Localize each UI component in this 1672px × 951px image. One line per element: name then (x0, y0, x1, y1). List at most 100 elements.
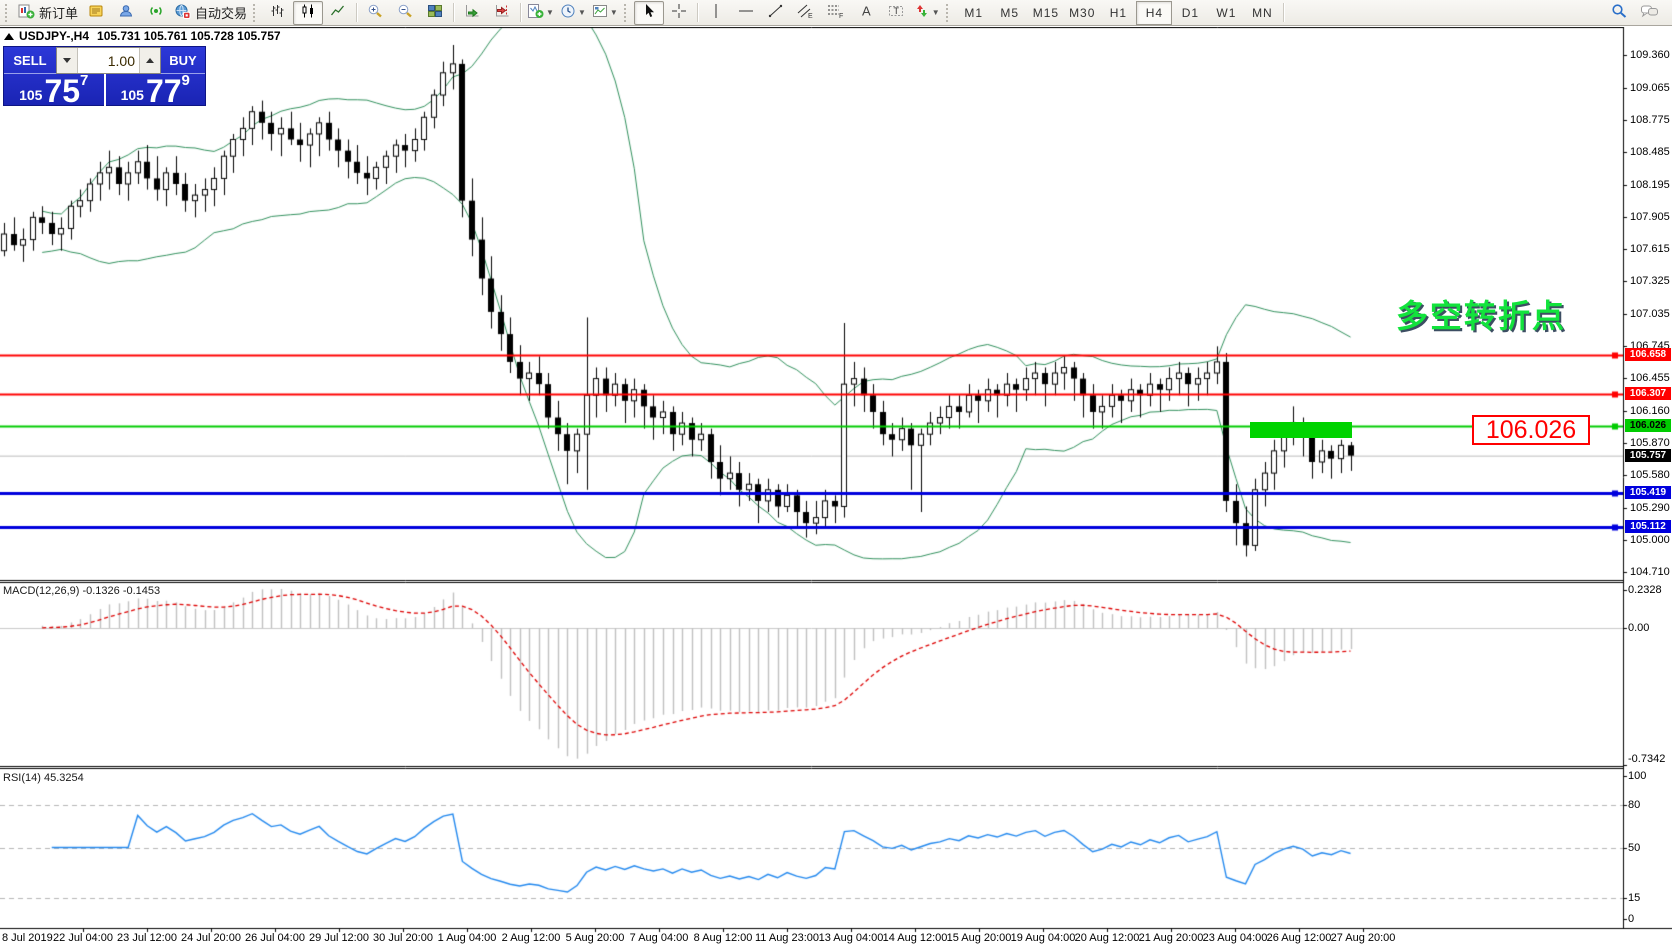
new-order-button[interactable]: 新订单 (15, 1, 81, 25)
date-tick-label: 19 Aug 04:00 (1010, 932, 1076, 944)
cursor-button[interactable] (633, 0, 664, 25)
fibonacci-button[interactable]: F (821, 1, 851, 25)
text-button[interactable]: A (851, 1, 881, 25)
vertical-line-button[interactable] (701, 1, 731, 25)
expert-advisors-icon (118, 3, 134, 22)
volume-decrease-button[interactable] (57, 48, 78, 73)
zoom-in-button[interactable] (360, 1, 390, 25)
notes-button[interactable] (81, 1, 111, 25)
sell-button[interactable]: SELL (4, 47, 56, 74)
sell-price-pips: 75 (44, 73, 81, 109)
svg-text:A: A (862, 4, 871, 19)
templates-button[interactable]: ▼ (589, 1, 621, 25)
chart-panel: USDJPY-,H4 105.731 105.761 105.728 105.7… (0, 27, 1672, 951)
buy-price-point: 9 (181, 72, 190, 89)
timeframe-h4[interactable]: H4 (1136, 0, 1173, 25)
toolbar-separator (453, 3, 455, 22)
date-tick-label: 30 Jul 20:00 (373, 932, 433, 944)
timeframe-d1[interactable]: D1 (1181, 5, 1200, 20)
timeframe-m1[interactable]: M1 (964, 5, 984, 20)
date-tick-label: 15 Aug 20:00 (946, 932, 1012, 944)
price-tick-label: 106.455 (1630, 372, 1670, 385)
timeframe-w1[interactable]: W1 (1216, 5, 1237, 20)
arrows-button[interactable]: ▼ (911, 1, 943, 25)
rsi-tick-label: 80 (1628, 798, 1641, 811)
indicators-button[interactable]: ▼ (524, 1, 557, 25)
buy-button[interactable]: BUY (161, 47, 205, 74)
chart-canvas[interactable] (0, 27, 1672, 951)
bar-chart-icon (270, 3, 286, 22)
macd-label: MACD(12,26,9) -0.1326 -0.1453 (3, 585, 161, 597)
toolbar-grip[interactable] (945, 3, 953, 22)
sell-price[interactable]: 105 75 7 (4, 73, 105, 109)
crosshair-button[interactable] (664, 1, 694, 25)
trendline-icon (768, 3, 784, 22)
autotrading-icon (174, 3, 191, 22)
autotrading-button[interactable]: 自动交易 (171, 1, 250, 25)
toolbar-separator (356, 3, 358, 22)
timeframe-mn[interactable]: MN (1252, 5, 1273, 20)
chart-shift-button[interactable] (487, 1, 517, 25)
volume-input[interactable] (78, 48, 139, 73)
expert-advisors-button[interactable] (111, 1, 141, 25)
collapse-panel-icon[interactable] (4, 32, 14, 40)
timeframe-m30[interactable]: M30 (1069, 5, 1096, 20)
auto-scroll-button[interactable] (457, 1, 487, 25)
price-tick-label: 105.290 (1630, 501, 1670, 514)
price-tick-label: 107.035 (1630, 307, 1670, 320)
timeframe-m15[interactable]: M15 (1032, 5, 1060, 20)
rsi-tick-label: 100 (1628, 770, 1647, 782)
level-price-tag: 106.307 (1625, 387, 1671, 401)
timeframe-h1[interactable]: H1 (1109, 5, 1128, 20)
toolbar-separator (1283, 3, 1285, 22)
macd-tick-label: 0.2328 (1628, 584, 1662, 596)
zoom-out-icon (397, 3, 413, 22)
turning-point-annotation[interactable]: 多空转折点 (1396, 298, 1567, 334)
date-tick-label: 14 Aug 12:00 (882, 932, 948, 944)
toolbar-separator (696, 3, 698, 22)
periods-button[interactable]: ▼ (557, 1, 589, 25)
price-tick-label: 107.615 (1630, 243, 1670, 256)
date-tick-label: 1 Aug 04:00 (437, 932, 497, 944)
sell-price-figure: 105 (19, 87, 43, 103)
text-label-button[interactable]: T (881, 1, 911, 25)
level-price-tag: 106.658 (1625, 348, 1671, 362)
zoom-in-icon (367, 3, 383, 22)
trendline-button[interactable] (761, 1, 791, 25)
chat-button[interactable] (1634, 1, 1664, 25)
timeframe-m5[interactable]: M5 (1000, 5, 1020, 20)
one-click-trading-panel: SELL BUY 105 75 7 105 77 9 (3, 46, 206, 109)
horizontal-line-button[interactable] (731, 1, 761, 25)
price-tick-label: 108.195 (1630, 178, 1670, 191)
candlestick-chart-button[interactable] (293, 0, 324, 25)
rsi-tick-label: 50 (1628, 841, 1641, 854)
search-button[interactable] (1604, 1, 1634, 25)
bar-chart-button[interactable] (263, 1, 293, 25)
symbol-name: USDJPY-,H4 (19, 29, 90, 43)
date-tick-label: 7 Aug 04:00 (629, 932, 689, 944)
rsi-tick-label: 0 (1628, 913, 1635, 925)
line-chart-button[interactable] (323, 1, 353, 25)
toolbar-grip[interactable] (253, 3, 260, 22)
price-tick-label: 107.325 (1630, 275, 1670, 288)
svg-text:E: E (808, 13, 813, 19)
auto-scroll-icon (464, 3, 480, 22)
tile-windows-button[interactable] (420, 1, 450, 25)
zoom-out-button[interactable] (390, 1, 420, 25)
equidistant-channel-button[interactable]: E (791, 1, 821, 25)
chevron-down-icon: ▼ (609, 8, 618, 17)
chart-shift-icon (494, 3, 510, 22)
crosshair-icon (671, 3, 687, 22)
signals-button[interactable] (141, 1, 171, 25)
toolbar-grip[interactable] (623, 3, 631, 22)
highlight-rectangle[interactable] (1250, 422, 1352, 438)
level-price-tag: 105.112 (1625, 520, 1671, 534)
price-tick-label: 109.360 (1630, 49, 1670, 61)
buy-price[interactable]: 105 77 9 (104, 72, 206, 107)
arrows-icon (914, 3, 930, 22)
volume-increase-button[interactable] (139, 48, 160, 73)
toolbar-grip[interactable] (5, 3, 12, 22)
date-tick-label: 5 Aug 20:00 (565, 932, 625, 944)
price-callout-box[interactable]: 106.026 (1472, 415, 1590, 445)
